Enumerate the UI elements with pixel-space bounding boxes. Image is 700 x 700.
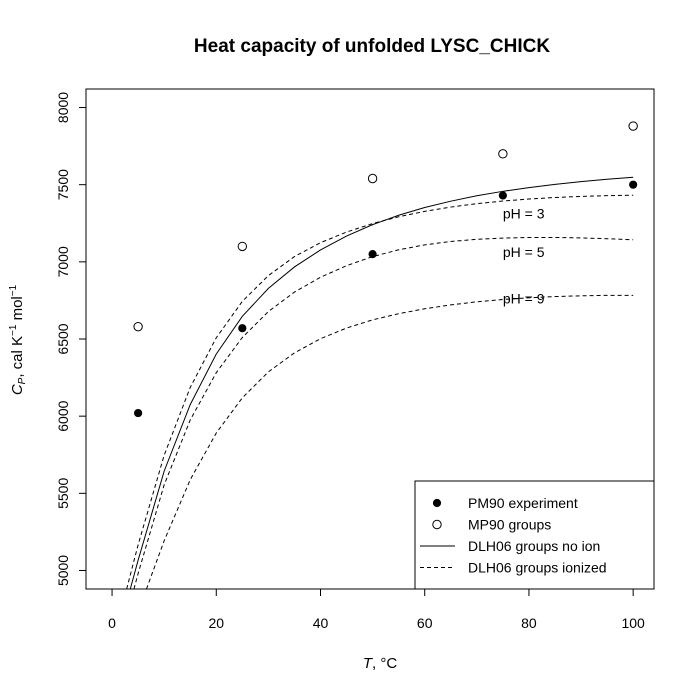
x-axis: 0 20 40 60 80 100 (108, 588, 645, 631)
ph-annotation-1: pH = 3 (503, 206, 545, 222)
y-axis-label-subscript: P (17, 377, 28, 384)
y-tick-label: 5500 (55, 478, 71, 509)
y-tick-label: 6500 (55, 323, 71, 354)
group-point-4 (498, 149, 508, 159)
experiment-point-3 (368, 250, 377, 259)
legend-entry-label: DLH06 groups ionized (468, 560, 607, 576)
plot-area: pH = 3 pH = 5 pH = 9 (126, 121, 638, 589)
x-tick-label: 60 (417, 615, 433, 631)
experiment-point-4 (498, 191, 507, 200)
legend-marker (432, 519, 442, 530)
ph-annotation-3: pH = 9 (503, 291, 545, 307)
y-tick-label: 5000 (55, 555, 71, 586)
x-tick-label: 80 (521, 615, 537, 631)
y-axis-label-unit-b: mol (9, 296, 26, 324)
experiment-point-2 (238, 324, 247, 333)
legend-marker (432, 498, 442, 508)
experiment-point-5 (629, 180, 638, 189)
series-line-3 (133, 236, 634, 589)
chart-title: Heat capacity of unfolded LYSC_CHICK (194, 36, 550, 57)
x-tick-label: 40 (313, 615, 329, 631)
y-axis-label: CP, cal K−1 mol−1 (8, 284, 28, 395)
y-axis-label-symbol: C (9, 384, 26, 395)
series-line-1 (129, 176, 634, 589)
legend-entry-label: PM90 experiment (468, 495, 578, 511)
legend-entry-label: MP90 groups (468, 517, 551, 533)
legend: PM90 experiment MP90 groups DLH06 groups n… (414, 480, 655, 590)
y-tick-label: 8000 (55, 92, 71, 123)
group-point-3 (367, 173, 378, 184)
group-point-2 (237, 241, 248, 252)
experiment-point-1 (134, 408, 143, 418)
x-tick-label: 20 (208, 615, 224, 631)
group-point-5 (628, 121, 638, 131)
y-tick-label: 7000 (55, 246, 71, 277)
x-axis-label-symbol: T (363, 655, 374, 672)
y-axis: 5000 5500 6000 6500 7000 7500 8000 (55, 92, 87, 586)
x-axis-label-unit: , °C (372, 655, 397, 672)
x-axis-label: T, °C (363, 655, 398, 672)
x-tick-label: 0 (108, 615, 116, 631)
x-tick-label: 100 (621, 615, 645, 631)
y-tick-label: 7500 (55, 169, 71, 200)
legend-entry-label: DLH06 groups no ion (468, 538, 600, 554)
group-point-1 (133, 321, 143, 332)
series-line-4 (145, 294, 634, 589)
y-axis-label-sup-b: −1 (8, 284, 19, 296)
legend-box (414, 480, 655, 590)
ph-annotation-2: pH = 5 (503, 244, 545, 260)
y-axis-label-unit-a: , cal K (9, 336, 26, 378)
y-axis-label-sup-a: −1 (8, 324, 19, 336)
y-tick-label: 6000 (55, 400, 71, 431)
